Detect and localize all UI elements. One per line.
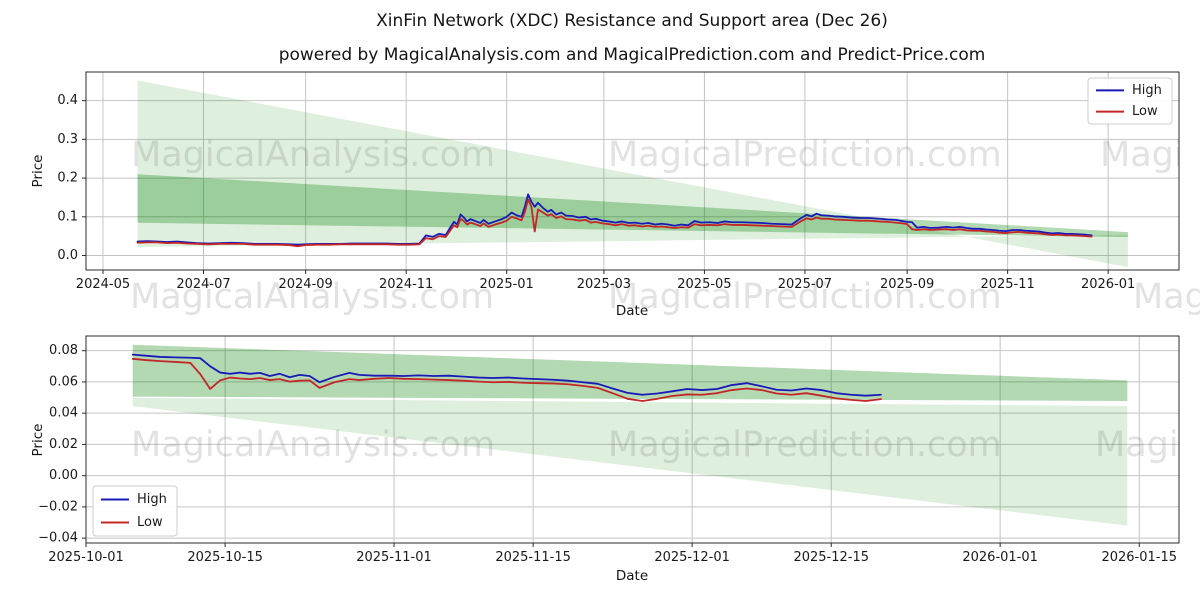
axes-spines bbox=[85, 71, 1180, 271]
x-tick-label: 2024-07 bbox=[176, 277, 230, 292]
x-tick-label: 2025-05 bbox=[677, 277, 731, 292]
y-axis-label-top: Price bbox=[30, 154, 46, 188]
y-tick-label: 0.04 bbox=[49, 406, 78, 421]
watermark-text: MagicalAnalysis.com bbox=[131, 135, 495, 175]
y-tick-label: 0.1 bbox=[57, 209, 78, 224]
x-tick-label: 2024-11 bbox=[379, 277, 433, 292]
plot-area: MagicalAnalysis.com MagicalPrediction.com… bbox=[131, 344, 1200, 526]
x-tick-label: 2026-01 bbox=[1081, 277, 1135, 292]
x-axis-label-top: Date bbox=[615, 303, 649, 319]
y-tick-label: 0.2 bbox=[57, 171, 78, 186]
y-tick-label: 0.06 bbox=[49, 374, 78, 389]
grid bbox=[86, 72, 1179, 270]
legend-entry-low-label: Low bbox=[1132, 104, 1158, 119]
band-outer-support-resistance-wedge bbox=[137, 80, 1128, 268]
plot-area: MagicalAnalysis.com MagicalPrediction.com… bbox=[131, 80, 1200, 268]
y-tick-label: 0.3 bbox=[57, 132, 78, 147]
x-axis-label-bottom: Date bbox=[615, 568, 649, 584]
low-line bbox=[136, 198, 1093, 248]
grid bbox=[85, 336, 1179, 543]
legend: High Low bbox=[92, 485, 178, 537]
band-outer-support-wedge bbox=[132, 397, 1128, 526]
legend: High Low bbox=[1087, 77, 1173, 125]
y-tick-label: −0.04 bbox=[38, 531, 78, 546]
plot-background bbox=[86, 336, 1179, 543]
x-tick-label: 2026-01-15 bbox=[1101, 550, 1177, 565]
y-tick-label: −0.02 bbox=[38, 499, 78, 514]
legend-entry-high-label: High bbox=[1132, 83, 1162, 98]
x-tick-label: 2025-11-15 bbox=[495, 550, 571, 565]
x-tick-label: 2025-03 bbox=[577, 277, 631, 292]
band-core-support-resistance-band bbox=[132, 344, 1128, 401]
x-tick-label: 2025-10-15 bbox=[187, 550, 263, 565]
y-tick-label: 0.08 bbox=[49, 343, 78, 358]
low-line bbox=[131, 357, 882, 402]
high-line bbox=[131, 353, 882, 397]
x-tick-label: 2025-12-01 bbox=[654, 550, 730, 565]
watermark-text: MagicalPrediction.com bbox=[608, 135, 1002, 175]
x-tick-label: 2025-10-01 bbox=[48, 550, 124, 565]
x-tick-label: 2025-11 bbox=[980, 277, 1034, 292]
tick-labels: 2025-10-01 2025-10-15 2025-11-01 2025-11-15… bbox=[38, 343, 1177, 565]
x-tick-label: 2025-07 bbox=[778, 277, 832, 292]
legend-entry-high-label: High bbox=[137, 492, 167, 507]
y-tick-label: 0.4 bbox=[57, 93, 78, 108]
x-tick-label: 2025-09 bbox=[880, 277, 934, 292]
x-tick-label: 2024-05 bbox=[76, 277, 130, 292]
figure-title: XinFin Network (XDC) Resistance and Supp… bbox=[376, 11, 888, 31]
x-tick-label: 2024-09 bbox=[278, 277, 332, 292]
y-tick-label: 0.02 bbox=[49, 437, 78, 452]
legend-entry-low-label: Low bbox=[137, 515, 163, 530]
x-tick-label: 2025-12-15 bbox=[793, 550, 869, 565]
x-tick-label: 2025-01 bbox=[480, 277, 534, 292]
x-tick-label: 2025-11-01 bbox=[356, 550, 432, 565]
y-tick-label: 0.0 bbox=[57, 248, 78, 263]
watermark-text: MagicalAnalysis.com bbox=[131, 425, 495, 465]
x-tick-label: 2026-01-01 bbox=[962, 550, 1038, 565]
watermark-text: MagicalPrediction.com bbox=[608, 425, 1002, 465]
ticks bbox=[82, 100, 1109, 274]
axes-spines bbox=[85, 335, 1180, 544]
y-axis-label-bottom: Price bbox=[30, 423, 46, 457]
tick-labels: 2024-05 2024-07 2024-09 2024-11 2025-01 2025-… bbox=[57, 93, 1135, 292]
ticks bbox=[82, 350, 1140, 547]
watermark-text: MagicalAnalysis.com bbox=[1100, 135, 1200, 175]
plot-background bbox=[86, 72, 1179, 270]
figure-subtitle: powered by MagicalAnalysis.com and Magic… bbox=[278, 45, 986, 65]
y-tick-label: 0.00 bbox=[49, 468, 78, 483]
watermark-text: MagicalAnalysis.com bbox=[1095, 425, 1200, 465]
